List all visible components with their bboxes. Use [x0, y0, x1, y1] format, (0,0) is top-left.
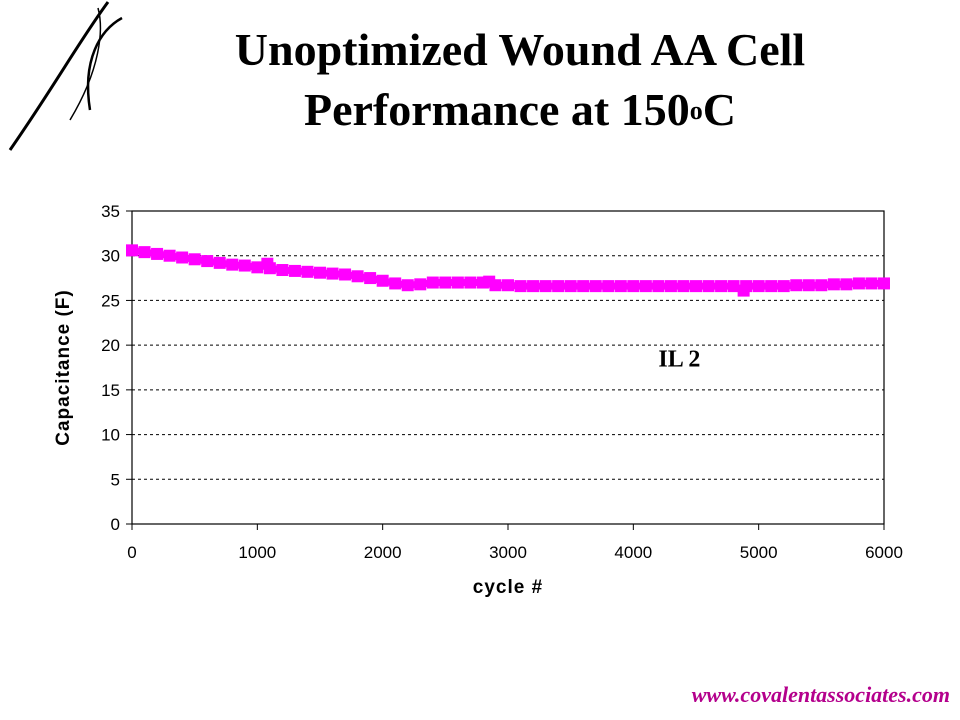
grid-lines	[132, 255, 884, 480]
data-point	[251, 261, 264, 274]
data-point	[514, 280, 527, 293]
data-point	[664, 280, 677, 293]
data-point	[552, 280, 565, 293]
y-tick-label: 15	[101, 381, 120, 400]
data-point	[702, 280, 715, 293]
data-point	[276, 264, 289, 277]
data-point	[852, 277, 865, 290]
data-point	[878, 277, 890, 290]
y-axis-ticks: 0 5 10 15 20 25 30 35	[101, 202, 132, 534]
data-point	[502, 279, 514, 292]
data-point	[176, 251, 189, 264]
y-tick-label: 20	[101, 336, 120, 355]
data-point	[301, 265, 314, 278]
x-tick-label: 2000	[364, 543, 402, 562]
data-point	[464, 276, 477, 289]
data-point	[840, 278, 853, 291]
data-point	[727, 280, 740, 293]
data-point	[439, 276, 452, 289]
data-point	[539, 280, 552, 293]
x-tick-label: 6000	[865, 543, 903, 562]
data-point	[752, 280, 765, 293]
series-layer	[126, 244, 890, 297]
x-tick-label: 4000	[614, 543, 652, 562]
data-point	[263, 262, 276, 275]
title-degree-sup: o	[689, 96, 703, 125]
title-line-2-end: C	[702, 84, 736, 135]
data-point	[690, 280, 702, 293]
y-tick-label: 10	[101, 426, 120, 445]
data-point	[238, 259, 251, 272]
data-point	[138, 246, 151, 259]
data-point	[715, 280, 728, 293]
data-point	[627, 280, 640, 293]
data-point	[314, 266, 326, 279]
data-point	[652, 280, 665, 293]
y-tick-label: 0	[111, 515, 120, 534]
data-point	[589, 280, 602, 293]
slide-title: Unoptimized Wound AA Cell Performance at…	[140, 20, 900, 147]
data-point	[351, 270, 364, 283]
y-tick-label: 35	[101, 202, 120, 221]
data-point	[213, 256, 226, 269]
data-point	[790, 279, 803, 292]
x-tick-label: 3000	[489, 543, 527, 562]
data-point	[489, 279, 502, 292]
data-point	[414, 278, 427, 291]
data-point	[802, 279, 815, 292]
data-point	[126, 244, 138, 257]
title-line-1: Unoptimized Wound AA Cell	[234, 24, 806, 75]
data-point	[827, 278, 840, 291]
title-line-2: Performance at 150oC	[140, 80, 900, 147]
data-point	[602, 280, 615, 293]
swoosh-logo-icon	[8, 1, 123, 151]
y-axis-label: Capacitance (F)	[53, 289, 74, 445]
data-point	[527, 280, 540, 293]
data-point	[777, 280, 790, 293]
data-point	[765, 280, 778, 293]
data-point	[614, 280, 627, 293]
plot-frame	[131, 210, 885, 525]
data-point	[389, 277, 402, 290]
y-tick-label: 5	[111, 470, 120, 489]
data-point	[226, 258, 239, 271]
series-annotation: IL 2	[658, 347, 700, 373]
data-point	[364, 272, 377, 285]
data-point	[288, 264, 301, 277]
x-tick-label: 1000	[238, 543, 276, 562]
data-point	[326, 267, 339, 280]
data-point	[163, 249, 176, 262]
data-point	[639, 280, 652, 293]
footer-url[interactable]: www.covalentassociates.com	[691, 682, 950, 707]
data-point	[188, 253, 201, 266]
x-axis-ticks: 0 1000 2000 3000 4000 5000 6000	[127, 524, 903, 562]
data-point	[451, 276, 464, 289]
data-point	[426, 276, 439, 289]
data-point	[740, 280, 753, 293]
data-point	[201, 255, 214, 268]
capacitance-chart: 0 5 10 15 20 25 30 35 0 1000 2000 3000 4000 5000 6000…	[53, 202, 903, 598]
x-tick-label: 0	[127, 543, 136, 562]
data-point	[339, 268, 352, 281]
data-point	[815, 279, 828, 292]
data-point	[151, 247, 164, 260]
data-point	[564, 280, 577, 293]
x-axis-label: cycle #	[473, 577, 543, 598]
y-tick-label: 30	[101, 247, 120, 266]
y-tick-label: 25	[101, 291, 120, 310]
data-point	[577, 280, 590, 293]
data-point	[376, 274, 389, 287]
title-line-2-main: Performance at 150	[304, 84, 690, 135]
data-point	[677, 280, 690, 293]
x-tick-label: 5000	[740, 543, 778, 562]
data-point	[865, 277, 878, 290]
data-point	[401, 279, 414, 292]
